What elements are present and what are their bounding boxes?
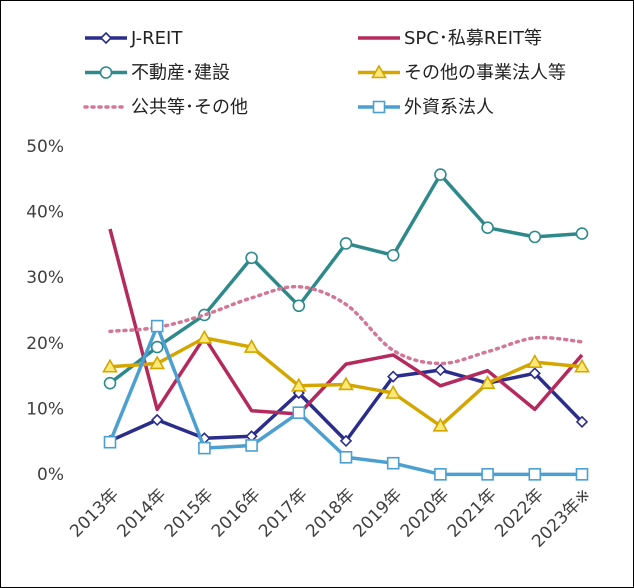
marker: [292, 406, 306, 419]
marker: [528, 367, 541, 380]
marker: [290, 377, 307, 392]
marker: [339, 450, 353, 464]
marker: [575, 415, 589, 428]
legend-label: 外資系法人: [404, 97, 494, 118]
marker: [245, 251, 258, 265]
marker: [371, 64, 387, 79]
marker: [481, 468, 494, 481]
y-tick-label: 10%: [26, 399, 64, 419]
marker: [243, 338, 260, 353]
marker: [528, 230, 542, 244]
y-tick-label: 20%: [26, 334, 64, 354]
marker: [245, 439, 258, 452]
legend-label: J-REIT: [130, 28, 183, 49]
marker: [528, 468, 542, 481]
marker: [196, 329, 213, 344]
marker: [434, 468, 447, 481]
legend-item: J-REIT: [85, 28, 183, 49]
marker: [339, 434, 353, 448]
marker: [386, 248, 400, 262]
marker: [198, 441, 211, 455]
legend-label: その他の事業法人等: [404, 63, 566, 84]
y-tick-label: 0%: [37, 465, 64, 485]
legend-item: 外資系法人: [358, 97, 494, 118]
marker: [103, 435, 117, 449]
legend-item: SPC･私募REIT等: [358, 28, 542, 49]
marker: [479, 375, 496, 389]
series-line: [108, 228, 584, 416]
marker: [99, 31, 113, 45]
marker: [526, 354, 543, 368]
marker: [434, 363, 447, 377]
series-line: [108, 284, 584, 366]
marker: [99, 66, 113, 79]
marker: [292, 299, 306, 313]
legend-label: 不動産･建設: [131, 63, 230, 84]
y-tick-label: 40%: [26, 203, 64, 223]
marker: [434, 168, 447, 181]
marker: [150, 319, 164, 333]
marker: [339, 237, 353, 250]
marker: [387, 370, 400, 383]
marker: [150, 340, 164, 354]
marker: [372, 100, 386, 114]
legend-item: その他の事業法人等: [358, 63, 566, 84]
marker: [575, 468, 589, 481]
y-tick-label: 50%: [26, 137, 64, 157]
marker: [574, 358, 590, 373]
marker: [481, 221, 494, 234]
marker: [151, 413, 164, 427]
marker: [149, 355, 166, 370]
legend-item: 公共等･その他: [83, 97, 248, 118]
legend-label: SPC･私募REIT等: [404, 28, 542, 49]
marker: [338, 376, 354, 391]
marker: [102, 358, 118, 373]
y-tick-label: 30%: [26, 268, 64, 288]
legend-label: 公共等･その他: [131, 97, 248, 118]
marker: [432, 417, 449, 432]
marker: [385, 384, 402, 399]
marker: [386, 456, 400, 470]
legend-item: 不動産･建設: [85, 63, 230, 84]
marker: [575, 227, 589, 240]
marker: [103, 376, 117, 390]
